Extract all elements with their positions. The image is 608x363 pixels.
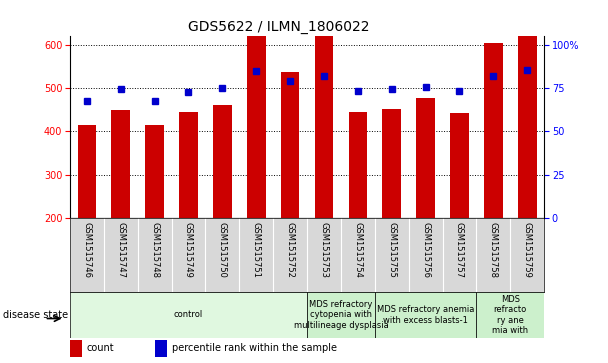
Text: GSM1515756: GSM1515756 <box>421 221 430 278</box>
Bar <box>484 43 503 218</box>
Text: MDS refractory
cytopenia with
multilineage dysplasia: MDS refractory cytopenia with multilinea… <box>294 300 389 330</box>
Bar <box>213 105 232 218</box>
Text: GSM1515749: GSM1515749 <box>184 221 193 277</box>
Text: MDS refractory anemia
with excess blasts-1: MDS refractory anemia with excess blasts… <box>377 305 474 325</box>
Text: GSM1515751: GSM1515751 <box>252 221 261 277</box>
Bar <box>416 98 435 218</box>
Bar <box>179 112 198 218</box>
Bar <box>307 292 375 338</box>
Text: GSM1515759: GSM1515759 <box>523 221 532 277</box>
Text: count: count <box>86 343 114 354</box>
Bar <box>450 113 469 218</box>
Text: GSM1515752: GSM1515752 <box>286 221 295 277</box>
Text: GDS5622 / ILMN_1806022: GDS5622 / ILMN_1806022 <box>188 20 370 34</box>
Text: GSM1515754: GSM1515754 <box>353 221 362 277</box>
Text: GSM1515757: GSM1515757 <box>455 221 464 278</box>
Bar <box>70 292 307 338</box>
Bar <box>518 0 536 218</box>
Bar <box>70 340 81 357</box>
Bar <box>247 0 266 218</box>
Bar <box>155 340 167 357</box>
Bar <box>111 110 130 218</box>
Bar <box>78 125 96 218</box>
Text: GSM1515758: GSM1515758 <box>489 221 498 278</box>
Text: GSM1515750: GSM1515750 <box>218 221 227 277</box>
Bar <box>375 292 477 338</box>
Bar <box>281 72 299 218</box>
Text: disease state: disease state <box>3 310 68 320</box>
Text: GSM1515746: GSM1515746 <box>82 221 91 278</box>
Text: GSM1515753: GSM1515753 <box>319 221 328 278</box>
Text: control: control <box>174 310 203 319</box>
Text: GSM1515755: GSM1515755 <box>387 221 396 277</box>
Text: percentile rank within the sample: percentile rank within the sample <box>172 343 337 354</box>
Text: GSM1515748: GSM1515748 <box>150 221 159 278</box>
Bar <box>477 292 544 338</box>
Text: GSM1515747: GSM1515747 <box>116 221 125 278</box>
Text: MDS
refracto
ry ane
mia with: MDS refracto ry ane mia with <box>492 295 528 335</box>
Bar <box>348 112 367 218</box>
Bar <box>145 125 164 218</box>
Bar <box>382 109 401 218</box>
Bar <box>315 33 333 218</box>
